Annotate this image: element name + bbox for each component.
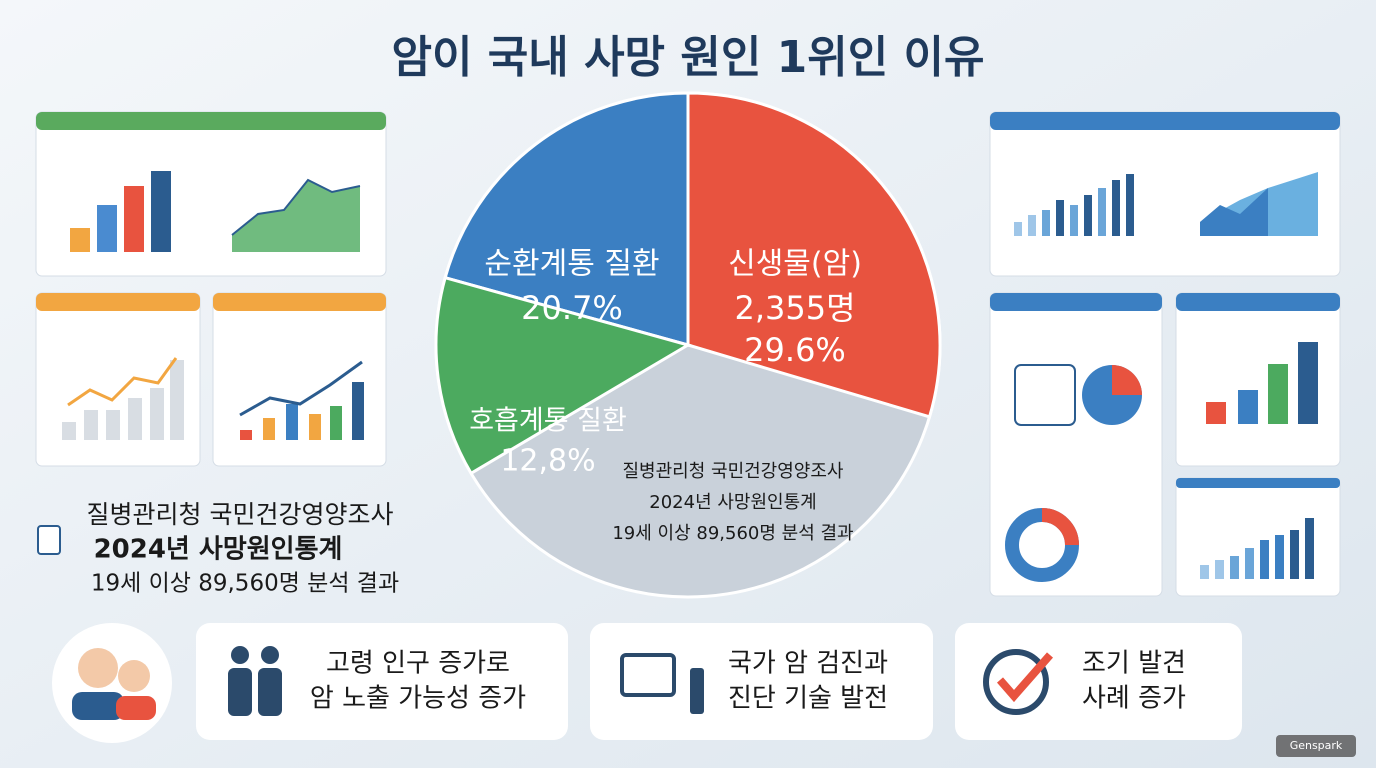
source-line: 2024년 사망원인통계: [94, 535, 343, 565]
check-icon: [983, 649, 1054, 715]
elderly-icon: [52, 623, 172, 743]
pie-label: 호흡계통 질환: [469, 406, 627, 437]
pie-label: 19세 이상 89,560명 분석 결과: [612, 523, 853, 544]
pie-label: 순환계통 질환: [484, 247, 659, 282]
card-text: 진단 기술 발전: [728, 684, 888, 714]
title: 암이 국내 사망 원인 1위인 이유: [392, 32, 985, 83]
card: [590, 623, 933, 740]
card-text: 고령 인구 증가로: [326, 649, 510, 679]
pie-slice: [434, 275, 692, 476]
device-icon: [620, 653, 704, 714]
pie-slice: [443, 91, 690, 347]
source-line: 질병관리청 국민건강영양조사: [87, 500, 394, 529]
pie-label: 29.6%: [744, 331, 846, 369]
card-text: 국가 암 검진과: [728, 649, 888, 679]
card: [955, 623, 1242, 740]
pie-label: 질병관리청 국민건강영양조사: [622, 461, 843, 482]
decor-panels: [35, 111, 1341, 597]
source-line: 19세 이상 89,560명 분석 결과: [91, 571, 399, 597]
pie-label: 20.7%: [521, 289, 623, 327]
people-icon: [228, 646, 282, 716]
watermark-bg: [1276, 735, 1356, 757]
card-text: 암 노출 가능성 증가: [310, 684, 526, 714]
pie-label: 2024년 사망원인통계: [649, 492, 816, 513]
pie-label: 신생물(암): [728, 247, 862, 282]
pie-label: 2,355명: [734, 289, 855, 327]
card-text: 사례 증가: [1082, 684, 1186, 714]
pie-slice: [686, 91, 942, 419]
card-text: 조기 발견: [1082, 649, 1186, 679]
card: [196, 623, 568, 740]
pie-label: 12,8%: [500, 444, 595, 479]
watermark: Genspark: [1290, 739, 1343, 752]
pie-chart: 순환계통 질환 20.7% 신생물(암) 2,355명 29.6% 호흡계통 질환 12,8…: [434, 91, 942, 599]
source-icon: [37, 525, 61, 555]
